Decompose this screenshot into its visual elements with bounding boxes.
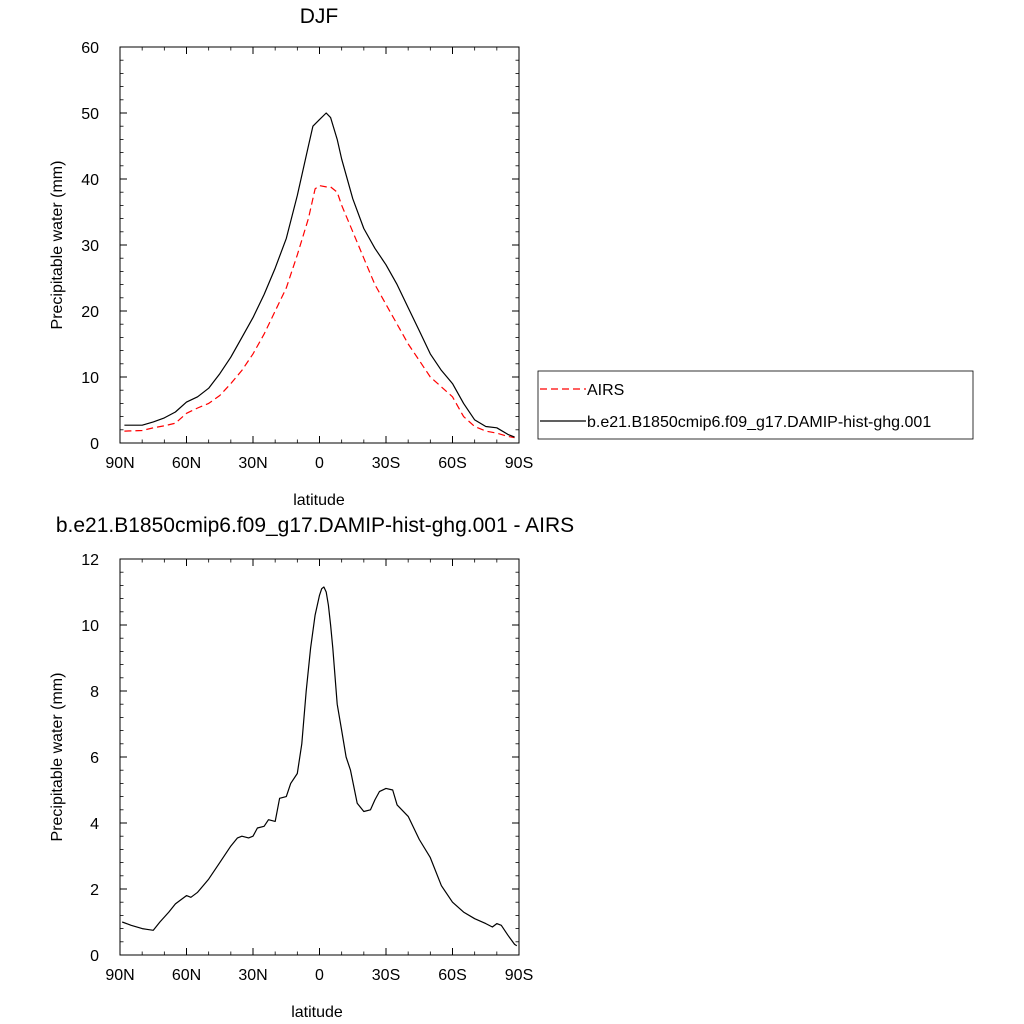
- legend-label-airs: AIRS: [587, 382, 624, 399]
- bottom-y-axis-label: Precipitable water (mm): [49, 673, 66, 842]
- bottom-x-tick-label: 30N: [238, 967, 267, 984]
- bottom-plot-frame: [119, 558, 520, 956]
- top-series-line-model: [124, 112, 515, 438]
- top-y-tick-label: 10: [81, 370, 99, 387]
- top-x-tick-label: 90S: [505, 455, 533, 472]
- bottom-chart-title: b.e21.B1850cmip6.f09_g17.DAMIP-hist-ghg.…: [56, 514, 574, 537]
- bottom-x-tick-label: 60N: [172, 967, 201, 984]
- top-x-axis-label: latitude: [293, 492, 345, 509]
- bottom-y-tick-label: 10: [81, 618, 99, 635]
- top-x-tick-label: 30N: [238, 455, 267, 472]
- top-x-tick-label: 0: [315, 455, 324, 472]
- bottom-x-tick-label: 90N: [105, 967, 134, 984]
- legend-box: [537, 370, 974, 440]
- bottom-axis-ticks: 90N 60N 30N 0 30S 60S 90S 0 2 4 6 8 10 12: [81, 552, 533, 984]
- top-x-tick-label: 30S: [372, 455, 400, 472]
- bottom-y-tick-label: 12: [81, 552, 99, 569]
- top-y-tick-label: 20: [81, 304, 99, 321]
- bottom-y-tick-label: 4: [90, 816, 99, 833]
- top-y-tick-label: 0: [90, 436, 99, 453]
- top-x-tick-label: 60S: [438, 455, 466, 472]
- top-y-tick-label: 50: [81, 106, 99, 123]
- top-y-tick-label: 60: [81, 40, 99, 57]
- top-y-tick-label: 40: [81, 172, 99, 189]
- top-x-tick-label: 90N: [105, 455, 134, 472]
- top-chart-title: DJF: [300, 5, 339, 28]
- top-series-line-airs: [124, 185, 515, 439]
- bottom-x-tick-label: 0: [315, 967, 324, 984]
- bottom-y-tick-label: 0: [90, 948, 99, 965]
- top-y-axis-label: Precipitable water (mm): [49, 161, 66, 330]
- legend-label-model: b.e21.B1850cmip6.f09_g17.DAMIP-hist-ghg.…: [587, 414, 931, 431]
- legend: AIRS b.e21.B1850cmip6.f09_g17.DAMIP-hist…: [537, 370, 974, 440]
- top-axis-ticks: 90N 60N 30N 0 30S 60S 90S 0 10 20 30 40 50 60: [81, 40, 533, 472]
- bottom-x-axis-label: latitude: [291, 1004, 343, 1021]
- bottom-x-tick-label: 90S: [505, 967, 533, 984]
- top-panel: DJF 90N 60N 30N 0 30S 60S 90S 0 10 20 30 40 50 60 lat…: [49, 5, 533, 509]
- bottom-series-line-difference: [121, 586, 518, 947]
- top-series-layer: [124, 112, 515, 439]
- bottom-x-tick-label: 60S: [438, 967, 466, 984]
- bottom-series-layer: [121, 586, 518, 947]
- bottom-y-tick-label: 6: [90, 750, 99, 767]
- bottom-y-tick-label: 2: [90, 882, 99, 899]
- bottom-x-tick-label: 30S: [372, 967, 400, 984]
- top-plot-frame: [119, 46, 520, 444]
- top-y-tick-label: 30: [81, 238, 99, 255]
- bottom-panel: b.e21.B1850cmip6.f09_g17.DAMIP-hist-ghg.…: [49, 514, 574, 1021]
- top-x-tick-label: 60N: [172, 455, 201, 472]
- bottom-y-tick-label: 8: [90, 684, 99, 701]
